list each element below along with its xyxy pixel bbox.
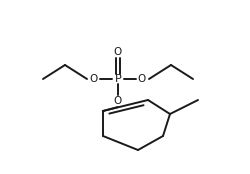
Text: P: P [114, 74, 121, 84]
Text: O: O [114, 96, 122, 106]
Text: O: O [138, 74, 146, 84]
Text: O: O [90, 74, 98, 84]
Text: O: O [114, 47, 122, 57]
